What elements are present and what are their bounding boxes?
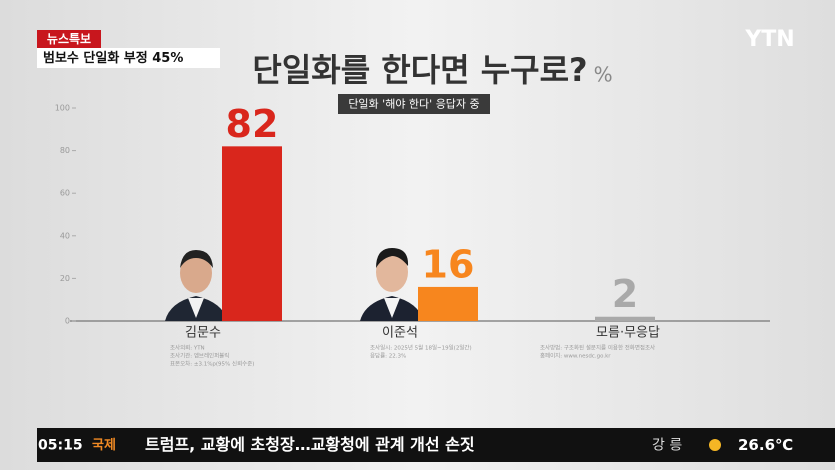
y-tick-label: 0 (65, 317, 70, 326)
value-label: 16 (422, 242, 475, 286)
weather-city: 강 릉 (652, 438, 682, 454)
footnote: 홈페이지: www.nesdc.go.kr (540, 352, 611, 360)
y-tick-label: 100 (55, 104, 70, 113)
headline-box (37, 48, 220, 68)
headline: 범보수 단일화 부정 45% (43, 50, 183, 66)
y-tick-label: 60 (60, 189, 70, 198)
weather-temp: 26.6℃ (738, 436, 793, 454)
bar (418, 286, 478, 321)
x-tick-label: 이준석 (382, 326, 418, 341)
ticker-section: 국제 (92, 438, 116, 453)
person-2 (360, 248, 424, 321)
footnote: 조사기관: 엠브레인퍼블릭 (170, 352, 229, 360)
bar (595, 316, 655, 321)
tag: 뉴스특보 (47, 31, 91, 46)
y-tick-label: 80 (60, 146, 70, 155)
tag-box (37, 30, 101, 48)
footnote: 조사의뢰: YTN (170, 344, 205, 352)
footnote: 조사방법: 구조화된 설문지를 이용한 전화면접조사 (540, 344, 655, 352)
footnote: 조사일시: 2025년 5월 18일~19일(2일간) (370, 344, 472, 352)
logo: YTN (744, 27, 794, 52)
ticker-time: 05:15 (38, 438, 83, 454)
subtitle-box (338, 94, 490, 114)
unit: % (594, 63, 613, 87)
value-label: 2 (612, 272, 638, 316)
ticker-bar (37, 428, 835, 462)
x-tick-label: 모름·무응답 (596, 326, 660, 341)
chart-title: 단일화를 한다면 누구로? (252, 51, 587, 89)
footnote: 표본오차: ±3.1%p(95% 신뢰수준) (170, 360, 254, 368)
ticker-text: 트럼프, 교황에 초청장…교황청에 관계 개선 손짓 (145, 435, 475, 454)
y-tick-label: 40 (60, 231, 70, 240)
bar (222, 146, 282, 321)
subtitle: 단일화 '해야 한다' 응답자 중 (348, 97, 479, 111)
value-label: 82 (226, 102, 279, 146)
x-tick-label: 김문수 (185, 326, 221, 341)
sun-icon (709, 439, 721, 451)
person-1 (165, 250, 228, 321)
y-tick-label: 20 (60, 274, 70, 283)
footnote: 응답률: 22.3% (370, 353, 406, 360)
